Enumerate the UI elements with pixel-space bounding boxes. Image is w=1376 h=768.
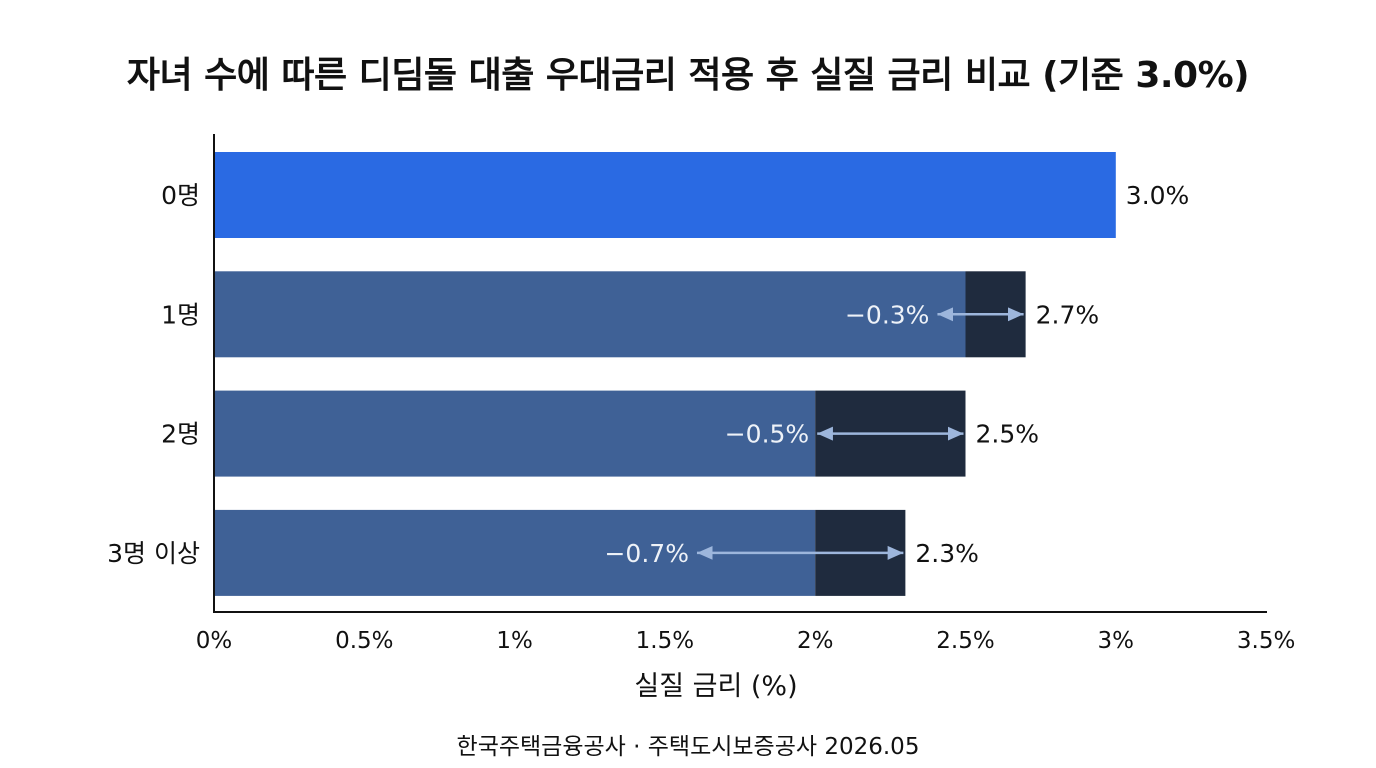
category-label: 3명 이상	[107, 539, 200, 568]
x-axis-title: 실질 금리 (%)	[634, 671, 797, 702]
x-tick-label: 3.5%	[1237, 628, 1295, 654]
category-label: 0명	[161, 181, 200, 210]
value-label: 3.0%	[1126, 181, 1190, 210]
bar-base-rate	[214, 152, 1116, 238]
source-note: 한국주택금융공사 · 주택도시보증공사 2026.05	[456, 734, 920, 760]
x-tick-label: 2%	[797, 628, 834, 654]
x-tick-label: 1%	[496, 628, 533, 654]
chart-title: 자녀 수에 따른 디딤돌 대출 우대금리 적용 후 실질 금리 비교 (기준 3…	[126, 55, 1250, 96]
bar-effective-rate	[214, 390, 816, 477]
bar-effective-rate	[214, 271, 966, 358]
x-tick-labels: 0% 0.5% 1% 1.5% 2% 2.5% 3% 3.5%	[196, 628, 1296, 654]
discount-label: −0.3%	[845, 300, 929, 329]
x-tick-label: 3%	[1098, 628, 1135, 654]
x-tick-label: 0%	[196, 628, 233, 654]
value-label: 2.5%	[976, 420, 1040, 449]
discount-label: −0.5%	[725, 420, 809, 449]
x-tick-label: 2.5%	[936, 628, 994, 654]
x-tick-label: 1.5%	[636, 628, 694, 654]
x-tick-label: 0.5%	[335, 628, 393, 654]
discount-label: −0.7%	[604, 539, 688, 568]
category-label: 1명	[161, 300, 200, 329]
labels-layer: 0명 3.0% 1명 −0.3% 2.7% 2명 −0.5% 2.5% 3명 이상 −0.7% 2.…	[107, 181, 1189, 568]
value-label: 2.7%	[1036, 300, 1100, 329]
bars-layer	[214, 152, 1116, 596]
value-label: 2.3%	[915, 539, 979, 568]
category-label: 2명	[161, 420, 200, 449]
